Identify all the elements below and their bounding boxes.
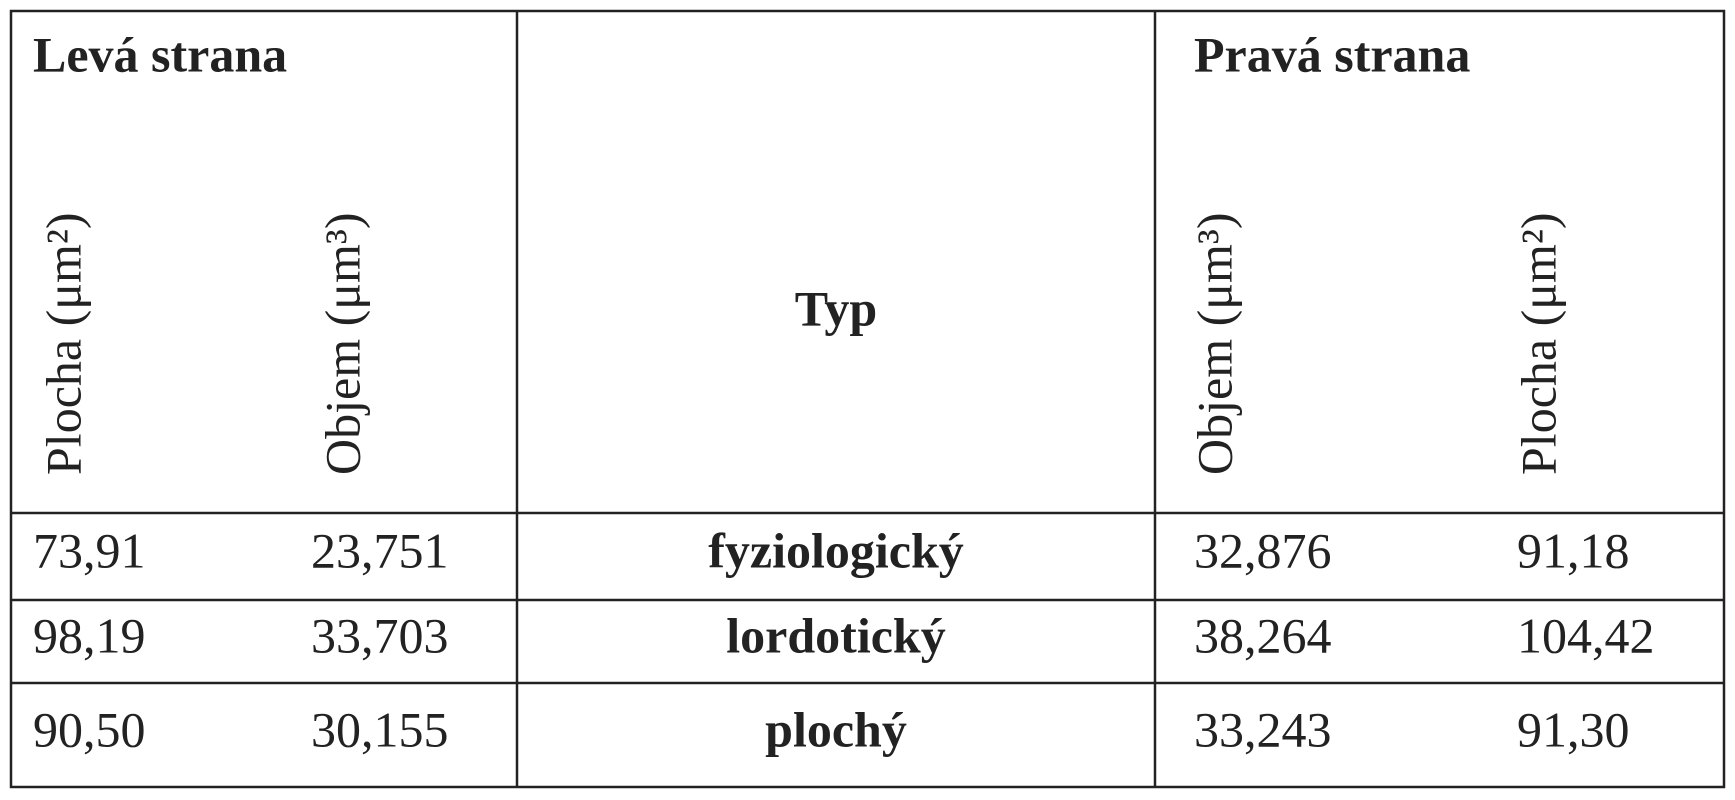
value-cell: 91,30 bbox=[1517, 701, 1630, 757]
value-cell: 33,243 bbox=[1194, 701, 1332, 757]
column-header: Objem (μm³) bbox=[1186, 212, 1242, 475]
value-cell: 90,50 bbox=[33, 701, 146, 757]
column-header: Objem (μm³) bbox=[314, 212, 370, 475]
type-cell: fyziologický bbox=[708, 522, 964, 578]
right-title: Pravá strana bbox=[1194, 26, 1470, 82]
column-header: Plocha (μm²) bbox=[35, 212, 91, 475]
value-cell: 73,91 bbox=[33, 522, 146, 578]
value-cell: 33,703 bbox=[311, 607, 449, 663]
value-cell: 30,155 bbox=[311, 701, 449, 757]
type-cell: lordotický bbox=[726, 607, 945, 663]
value-cell: 98,19 bbox=[33, 607, 146, 663]
value-cell: 23,751 bbox=[311, 522, 449, 578]
value-cell: 104,42 bbox=[1517, 607, 1655, 663]
left-title: Levá strana bbox=[33, 26, 287, 82]
value-cell: 32,876 bbox=[1194, 522, 1332, 578]
type-cell: plochý bbox=[765, 701, 907, 757]
value-cell: 38,264 bbox=[1194, 607, 1332, 663]
column-header: Plocha (μm²) bbox=[1510, 212, 1566, 475]
type-header: Typ bbox=[795, 280, 877, 336]
table-border bbox=[9, 9, 1726, 789]
value-cell: 91,18 bbox=[1517, 522, 1630, 578]
